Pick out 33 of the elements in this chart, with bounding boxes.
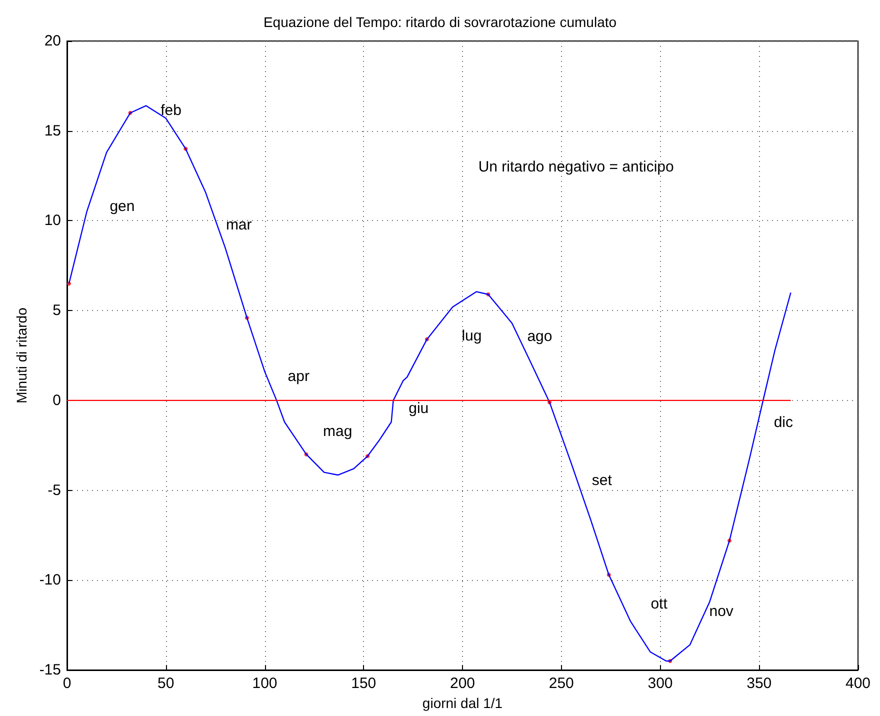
x-tick-label: 200 xyxy=(450,675,476,692)
y-tick-label: 20 xyxy=(44,32,61,50)
y-tick-label: -15 xyxy=(39,662,61,678)
annotation: mag xyxy=(323,422,352,440)
annotation: giu xyxy=(408,400,429,418)
x-tick-label: 100 xyxy=(252,675,278,692)
y-tick-label: -10 xyxy=(39,572,61,589)
annotation: feb xyxy=(160,102,182,120)
x-axis-title: giorni dal 1/1 xyxy=(422,694,503,711)
annotation: dic xyxy=(774,414,794,431)
y-tick-label: 10 xyxy=(44,212,61,230)
annotation: nov xyxy=(709,602,734,620)
annotation: gen xyxy=(110,198,135,215)
y-tick-label: 0 xyxy=(52,392,61,409)
x-tick-label: 150 xyxy=(351,675,376,692)
annotation: ott xyxy=(650,595,668,612)
annotation: mar xyxy=(226,216,252,234)
y-tick-label: 5 xyxy=(52,302,61,320)
chart-title: Equazione del Tempo: ritardo di sovrarotazione cumulato xyxy=(263,14,617,30)
y-axis-title: Minuti di ritardo xyxy=(13,307,30,404)
annotation: lug xyxy=(462,328,482,345)
x-tick-label: 350 xyxy=(746,675,772,692)
annotation: Un ritardo negativo = anticipo xyxy=(478,158,674,176)
x-tick-label: 50 xyxy=(158,675,174,692)
y-tick-label: 15 xyxy=(44,122,61,140)
line-series xyxy=(68,105,792,662)
y-tick-label: -5 xyxy=(48,482,61,499)
annotation: apr xyxy=(288,368,310,385)
annotation: set xyxy=(592,472,613,490)
annotation: ago xyxy=(527,328,552,345)
x-tick-label: 300 xyxy=(648,675,673,692)
x-tick-label: 250 xyxy=(548,675,574,692)
x-tick-label: 400 xyxy=(845,675,871,692)
